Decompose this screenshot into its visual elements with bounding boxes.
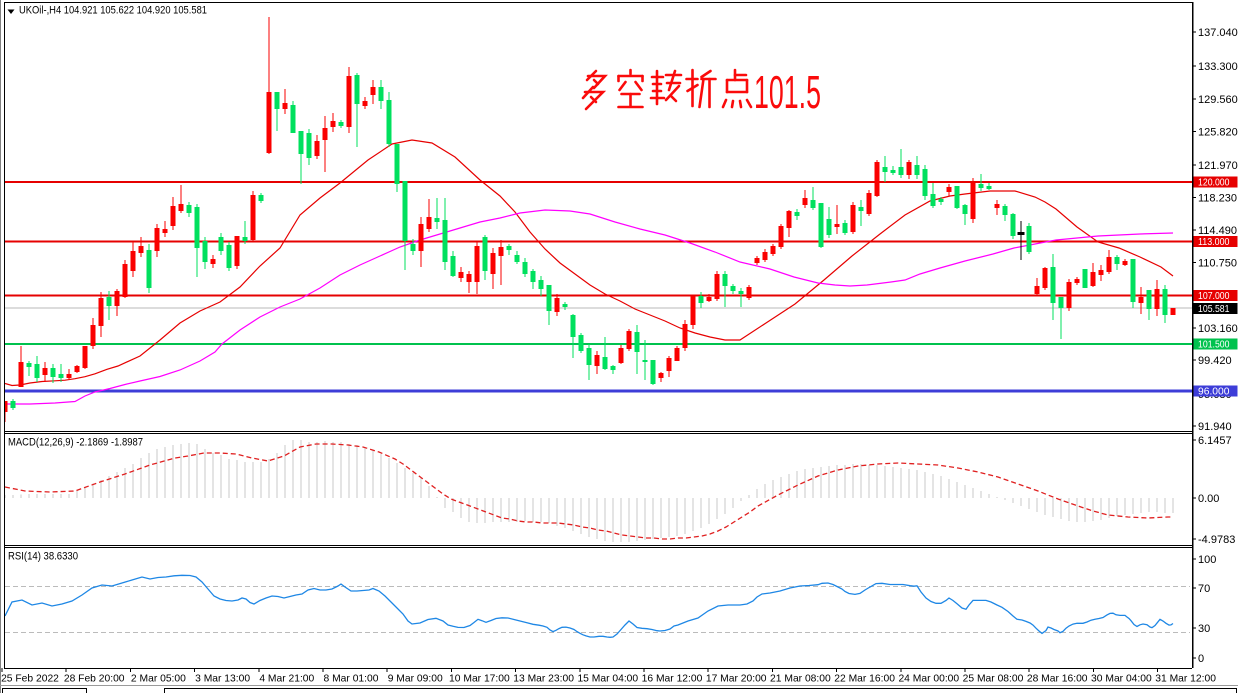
svg-text:MACD(12,26,9) -2.1869 -1.8987: MACD(12,26,9) -2.1869 -1.8987 (8, 437, 143, 449)
svg-text:22 Mar 16:00: 22 Mar 16:00 (834, 674, 895, 685)
svg-text:125.820: 125.820 (1198, 126, 1238, 138)
svg-text:70: 70 (1198, 583, 1210, 595)
svg-text:101.5: 101.5 (754, 66, 821, 118)
svg-text:10 Mar 17:00: 10 Mar 17:00 (449, 674, 510, 685)
svg-text:118.230: 118.230 (1198, 192, 1237, 204)
svg-text:113.000: 113.000 (1198, 236, 1230, 248)
svg-text:-4.9783: -4.9783 (1198, 534, 1235, 546)
svg-text:8 Mar 01:00: 8 Mar 01:00 (324, 674, 379, 685)
svg-text:2 Mar 05:00: 2 Mar 05:00 (131, 674, 186, 685)
svg-text:103.160: 103.160 (1198, 323, 1238, 335)
svg-text:31 Mar 12:00: 31 Mar 12:00 (1155, 674, 1216, 685)
svg-text:101.500: 101.500 (1198, 339, 1230, 351)
svg-text:28 Feb 20:00: 28 Feb 20:00 (64, 674, 125, 685)
svg-text:25 Feb 2022: 25 Feb 2022 (1, 674, 59, 685)
svg-text:UKOil-,H4 104.921 105.622 104: UKOil-,H4 104.921 105.622 104.920 105.58… (19, 5, 207, 17)
svg-text:133.300: 133.300 (1198, 61, 1238, 73)
svg-text:25 Mar 08:00: 25 Mar 08:00 (963, 674, 1024, 685)
svg-text:105.581: 105.581 (1198, 303, 1230, 315)
svg-text:0: 0 (1198, 653, 1204, 665)
svg-text:110.750: 110.750 (1198, 257, 1237, 269)
svg-text:30: 30 (1198, 623, 1210, 635)
svg-text:17 Mar 20:00: 17 Mar 20:00 (706, 674, 767, 685)
svg-text:91.940: 91.940 (1198, 421, 1232, 433)
svg-text:107.000: 107.000 (1198, 290, 1230, 302)
svg-text:24 Mar 00:00: 24 Mar 00:00 (898, 674, 959, 685)
svg-text:RSI(14) 38.6330: RSI(14) 38.6330 (8, 551, 78, 563)
svg-text:9 Mar 09:00: 9 Mar 09:00 (388, 674, 443, 685)
svg-text:114.490: 114.490 (1198, 225, 1237, 237)
svg-text:21 Mar 08:00: 21 Mar 08:00 (770, 674, 831, 685)
svg-text:30 Mar 04:00: 30 Mar 04:00 (1091, 674, 1152, 685)
svg-text:15 Mar 04:00: 15 Mar 04:00 (577, 674, 638, 685)
svg-text:96.000: 96.000 (1198, 386, 1230, 398)
svg-text:3 Mar 13:00: 3 Mar 13:00 (195, 674, 250, 685)
svg-text:137.040: 137.040 (1198, 27, 1238, 39)
svg-text:120.000: 120.000 (1198, 177, 1230, 189)
svg-text:121.970: 121.970 (1198, 160, 1238, 172)
svg-text:13 Mar 23:00: 13 Mar 23:00 (513, 674, 574, 685)
svg-text:16 Mar 12:00: 16 Mar 12:00 (642, 674, 703, 685)
svg-text:6.1457: 6.1457 (1198, 435, 1232, 447)
svg-text:129.560: 129.560 (1198, 94, 1238, 106)
svg-text:28 Mar 16:00: 28 Mar 16:00 (1027, 674, 1088, 685)
svg-text:0.00: 0.00 (1198, 493, 1219, 505)
svg-text:100: 100 (1198, 554, 1216, 566)
svg-text:99.420: 99.420 (1198, 355, 1232, 367)
svg-text:4 Mar 21:00: 4 Mar 21:00 (259, 674, 314, 685)
